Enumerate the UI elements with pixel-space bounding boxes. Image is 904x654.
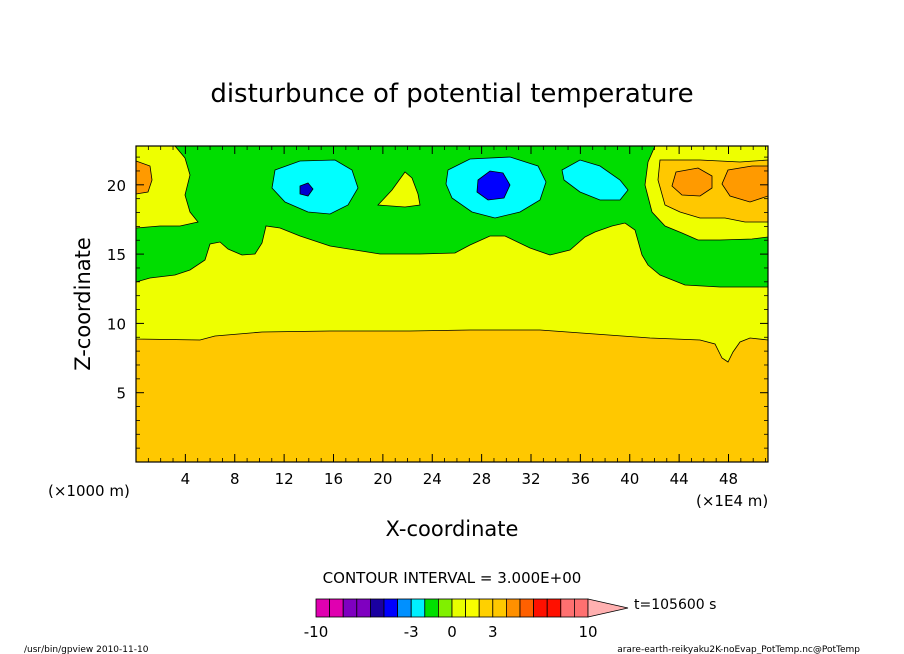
field-cyan-1: [271, 159, 359, 215]
colorbar-tick-label: -10: [304, 623, 329, 641]
colorbar-tick-label: 10: [578, 623, 597, 641]
chart-title: disturbunce of potential temperature: [210, 79, 693, 109]
colorbar-cell: [397, 598, 412, 618]
x-tick-label: 40: [620, 470, 639, 488]
colorbar-cell: [546, 598, 562, 618]
colorbar-cell: [478, 598, 494, 618]
field-orange-upper-left: [136, 160, 153, 195]
x-tick-label: 28: [472, 470, 491, 488]
contour-interval-label: CONTOUR INTERVAL = 3.000E+00: [323, 569, 582, 587]
field-dark-orange-right-b: [721, 165, 768, 203]
colorbar-tick-label: 3: [488, 623, 498, 641]
x-axis-label: X-coordinate: [386, 517, 519, 541]
y-tick-label: 20: [107, 177, 126, 195]
x-scale-label: (×1E4 m): [696, 492, 768, 510]
colorbar-cell: [410, 598, 426, 618]
field-cyan-3: [561, 159, 629, 201]
x-tick-label: 16: [324, 470, 343, 488]
colorbar-tick-label: -3: [404, 623, 419, 641]
y-tick-label: 10: [107, 315, 126, 333]
colorbar-cell: [533, 598, 548, 618]
footer-left: /usr/bin/gpview 2010-11-10: [24, 645, 149, 654]
plot-area: [136, 146, 768, 462]
x-tick-label: 48: [719, 470, 738, 488]
x-tick-label: 24: [423, 470, 442, 488]
colorbar-cell: [342, 598, 358, 618]
colorbar-cell: [451, 598, 467, 618]
colorbar-cell: [574, 598, 589, 618]
field-yellow-upper-left: [136, 146, 199, 229]
colorbar-cell: [505, 598, 521, 618]
x-tick-label: 8: [230, 470, 240, 488]
footer-right: arare-earth-reikyaku2K-noEvap_PotTemp.nc…: [617, 645, 860, 654]
colorbar-cell: [356, 598, 371, 618]
x-tick-label: 12: [275, 470, 294, 488]
plot-frame: [135, 145, 769, 463]
colorbar-tick-label: 0: [447, 623, 457, 641]
y-tick-label: 15: [107, 246, 126, 264]
field-dark-orange-right-a: [671, 167, 713, 197]
colorbar-cell: [560, 598, 575, 618]
colorbar-cell: [383, 598, 399, 618]
x-unit-label: (×1000 m): [48, 482, 130, 500]
x-tick-label: 4: [181, 470, 191, 488]
colorbar: -10 -3 0 3 10: [304, 598, 629, 641]
x-tick-label: 32: [521, 470, 540, 488]
colorbar-cell: [369, 598, 385, 618]
x-axis-ticks: 4 8 12 16 20 24 28 32 36 40 44 48: [147, 146, 766, 488]
y-axis-label: Z-coordinate: [71, 237, 95, 371]
colorbar-cell: [329, 598, 344, 618]
field-blue-1: [299, 182, 314, 197]
field-blue-2: [476, 170, 511, 201]
colorbar-cell: [437, 598, 453, 618]
time-label: t=105600 s: [634, 597, 716, 613]
y-tick-label: 5: [116, 385, 126, 403]
colorbar-cell: [492, 598, 507, 618]
x-tick-label: 20: [373, 470, 392, 488]
x-tick-label: 36: [571, 470, 590, 488]
y-axis-ticks: 5 10 15 20: [107, 156, 768, 449]
colorbar-overflow-arrow: [587, 598, 629, 618]
colorbar-cell: [519, 598, 535, 618]
colorbar-cell: [424, 598, 439, 618]
colorbar-cell: [465, 598, 480, 618]
colorbar-cell: [315, 598, 331, 618]
field-yellow-blob-mid: [377, 171, 421, 208]
x-tick-label: 44: [670, 470, 689, 488]
